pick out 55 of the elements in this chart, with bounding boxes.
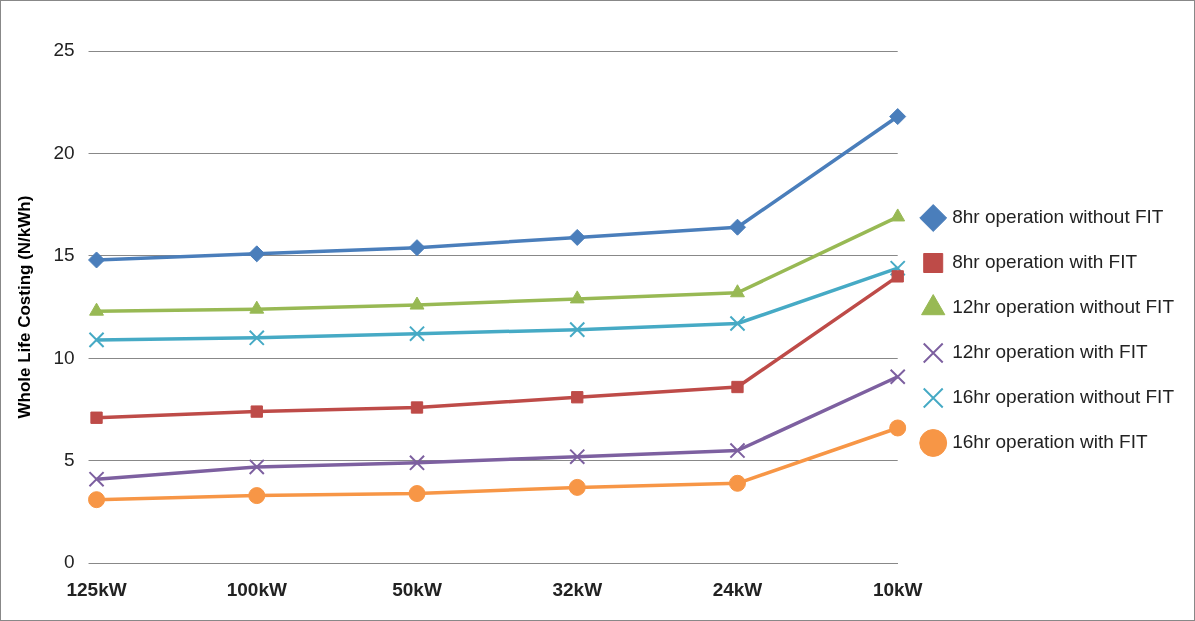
point: [569, 290, 585, 304]
point: [408, 325, 426, 342]
point: [728, 218, 746, 236]
x-tick-label: 24kW: [712, 578, 763, 600]
point: [568, 228, 586, 246]
legend-label: 8hr operation with FIT: [952, 251, 1138, 273]
point: [730, 284, 745, 298]
y-tick-label: 5: [63, 448, 75, 470]
point: [569, 448, 586, 465]
x-tick-label: 100kW: [226, 578, 287, 600]
point: [568, 478, 586, 496]
point: [569, 321, 586, 338]
point: [88, 251, 106, 269]
point: [408, 239, 426, 257]
y-axis-title: Whole Life Costing (N/kWh): [14, 195, 34, 419]
point: [729, 315, 746, 332]
point: [891, 270, 904, 283]
point: [409, 296, 425, 310]
x-tick-label: 125kW: [66, 578, 127, 600]
y-tick-label: 0: [63, 551, 75, 573]
point: [728, 474, 746, 492]
point: [408, 454, 426, 471]
point: [731, 380, 744, 394]
point: [410, 401, 424, 414]
x-tick-label: 50kW: [392, 578, 442, 600]
point: [248, 329, 265, 346]
point: [890, 208, 906, 222]
point: [889, 108, 907, 126]
point: [889, 368, 906, 385]
legend-label: 16hr operation without FIT: [952, 386, 1175, 408]
point: [889, 419, 907, 437]
x-tick-label: 10kW: [872, 578, 923, 600]
point: [248, 458, 265, 475]
point: [249, 300, 265, 314]
point: [889, 260, 906, 277]
point: [88, 491, 106, 509]
y-tick-label: 20: [53, 141, 75, 163]
point: [248, 245, 266, 263]
legend-label: 8hr operation without FIT: [952, 206, 1164, 228]
legend-label: 16hr operation with FIT: [952, 431, 1148, 453]
point: [88, 331, 105, 348]
y-tick-label: 25: [53, 39, 75, 61]
point: [729, 442, 746, 459]
y-tick-label: 15: [53, 244, 75, 266]
point: [408, 485, 426, 503]
point: [89, 302, 104, 316]
point: [248, 487, 266, 505]
point: [250, 405, 263, 418]
y-tick-label: 10: [53, 346, 75, 368]
legend-label: 12hr operation without FIT: [952, 296, 1175, 318]
point: [571, 391, 584, 404]
x-tick-label: 32kW: [552, 578, 603, 600]
point: [90, 411, 103, 424]
legend-label: 12hr operation with FIT: [952, 341, 1148, 363]
point: [88, 471, 105, 488]
